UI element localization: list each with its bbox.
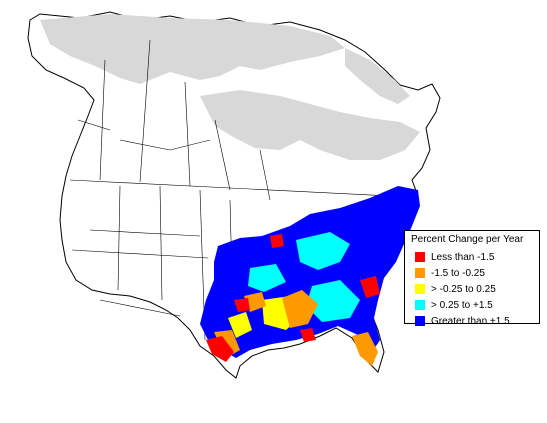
no-data-region-labrador bbox=[345, 48, 410, 104]
trend-moderate-decrease bbox=[214, 290, 378, 366]
legend-label: -1.5 to -0.25 bbox=[431, 267, 485, 279]
legend-item-less-than-minus-1-5: Less than -1.5 bbox=[411, 249, 539, 265]
legend-item-minus-0-25-to-0-25: > -0.25 to 0.25 bbox=[411, 281, 539, 297]
trend-stable bbox=[228, 296, 302, 338]
legend-swatch-red bbox=[415, 252, 425, 262]
legend-swatch-orange bbox=[415, 268, 425, 278]
legend-swatch-blue bbox=[415, 316, 425, 326]
legend-swatch-cyan bbox=[415, 300, 425, 310]
legend-item-greater-than-1-5: Greater than +1.5 bbox=[411, 313, 539, 329]
trend-moderate-increase bbox=[248, 232, 360, 322]
trend-data-region bbox=[200, 186, 420, 366]
legend-item-minus-1-5-to-minus-0-25: -1.5 to -0.25 bbox=[411, 265, 539, 281]
legend-item-0-25-to-1-5: > 0.25 to +1.5 bbox=[411, 297, 539, 313]
legend-title: Percent Change per Year bbox=[411, 234, 524, 245]
legend-label: Less than -1.5 bbox=[431, 251, 495, 263]
map-legend: Percent Change per Year Less than -1.5 -… bbox=[404, 230, 540, 327]
legend-label: > -0.25 to 0.25 bbox=[431, 283, 496, 295]
trend-large-decrease bbox=[206, 234, 380, 362]
legend-label: > 0.25 to +1.5 bbox=[431, 299, 493, 311]
no-data-region-arctic bbox=[40, 14, 345, 84]
no-data-region-hudson bbox=[200, 90, 420, 160]
legend-swatch-yellow bbox=[415, 284, 425, 294]
legend-label: Greater than +1.5 bbox=[431, 315, 510, 327]
trend-increase-large bbox=[200, 186, 420, 358]
